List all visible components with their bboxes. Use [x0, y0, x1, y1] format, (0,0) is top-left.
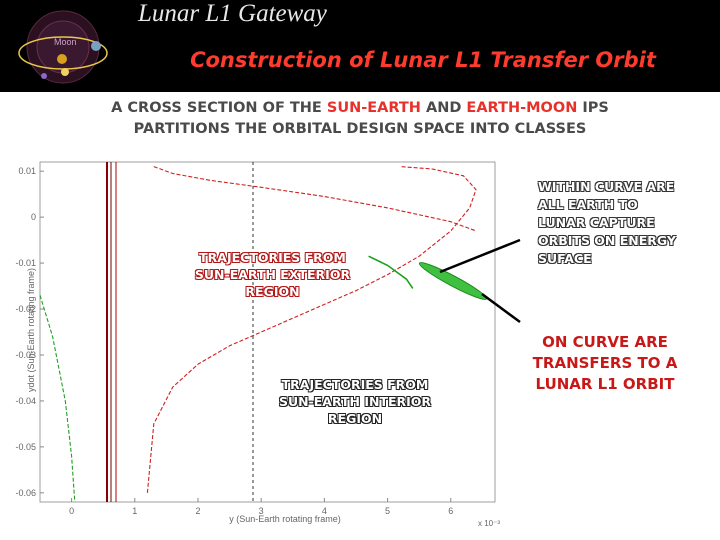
x-tick-label: 2 [195, 506, 200, 516]
y-tick-label: -0.01 [15, 258, 36, 268]
x-tick-label: 0 [69, 506, 74, 516]
y-tick-label: -0.06 [15, 488, 36, 498]
plot-frame [39, 161, 496, 503]
y-tick-label: 0 [31, 212, 36, 222]
note-on-curve: ON CURVE ARE TRANSFERS TO A LUNAR L1 ORB… [532, 333, 678, 393]
deck-title: Lunar L1 Gateway [138, 0, 327, 27]
series-line-1 [146, 166, 477, 493]
subtitle-line-1: A CROSS SECTION OF THE SUN-EARTH AND EAR… [111, 100, 609, 116]
series-line-2 [153, 166, 477, 232]
x-tick-label: 6 [448, 506, 453, 516]
chart-series [39, 166, 477, 503]
x-tick-label: 1 [132, 506, 137, 516]
x-tick-label: 5 [385, 506, 390, 516]
y-tick-label: -0.02 [15, 304, 36, 314]
y-tick-label: -0.05 [15, 442, 36, 452]
orbit-cross-section-plot: 0 1 2 3 4 5 6 0.01 0 -0.01 -0.02 -0.03 -0.04 -0.05 -0… [15, 161, 500, 528]
series-line-3 [39, 295, 76, 503]
x-axis-exponent: x 10⁻³ [478, 519, 500, 528]
x-tick-label: 3 [259, 506, 264, 516]
slide-subtitle: A CROSS SECTION OF THE SUN-EARTH AND EAR… [20, 98, 700, 140]
gateway-logo: Moon [18, 10, 108, 84]
note-interior-region: TRAJECTORIES FROM SUN-EARTH INTERIOR REG… [278, 377, 432, 426]
y-axis-label: ydot (Sun-Earth rotating frame) [26, 268, 36, 392]
series-line-4 [368, 255, 414, 289]
header-bar: Moon Lunar L1 Gateway Construction of Lu… [0, 0, 720, 92]
subtitle-highlight-sun-earth: SUN-EARTH [326, 100, 421, 116]
y-tick-label: -0.04 [15, 396, 36, 406]
y-tick-label: -0.03 [15, 350, 36, 360]
logo-label: Moon [54, 37, 77, 47]
subtitle-line-2: PARTITIONS THE ORBITAL DESIGN SPACE INTO… [133, 121, 587, 137]
subtitle-highlight-earth-moon: EARTH-MOON [466, 100, 578, 116]
x-axis-label: y (Sun-Earth rotating frame) [229, 514, 341, 524]
y-tick-label: 0.01 [18, 166, 36, 176]
capture-region-ellipse [418, 262, 488, 300]
slide-title: Construction of Lunar L1 Transfer Orbit [190, 48, 656, 72]
x-tick-labels: 0 1 2 3 4 5 6 [69, 498, 453, 516]
note-within-curve: WITHIN CURVE ARE ALL EARTH TO LUNAR CAPT… [538, 179, 676, 266]
x-tick-label: 4 [322, 506, 327, 516]
y-tick-labels: 0.01 0 -0.01 -0.02 -0.03 -0.04 -0.05 -0.06 [15, 166, 44, 498]
note-exterior-region: TRAJECTORIES FROM SUN-EARTH EXTERIOR REG… [194, 250, 351, 299]
